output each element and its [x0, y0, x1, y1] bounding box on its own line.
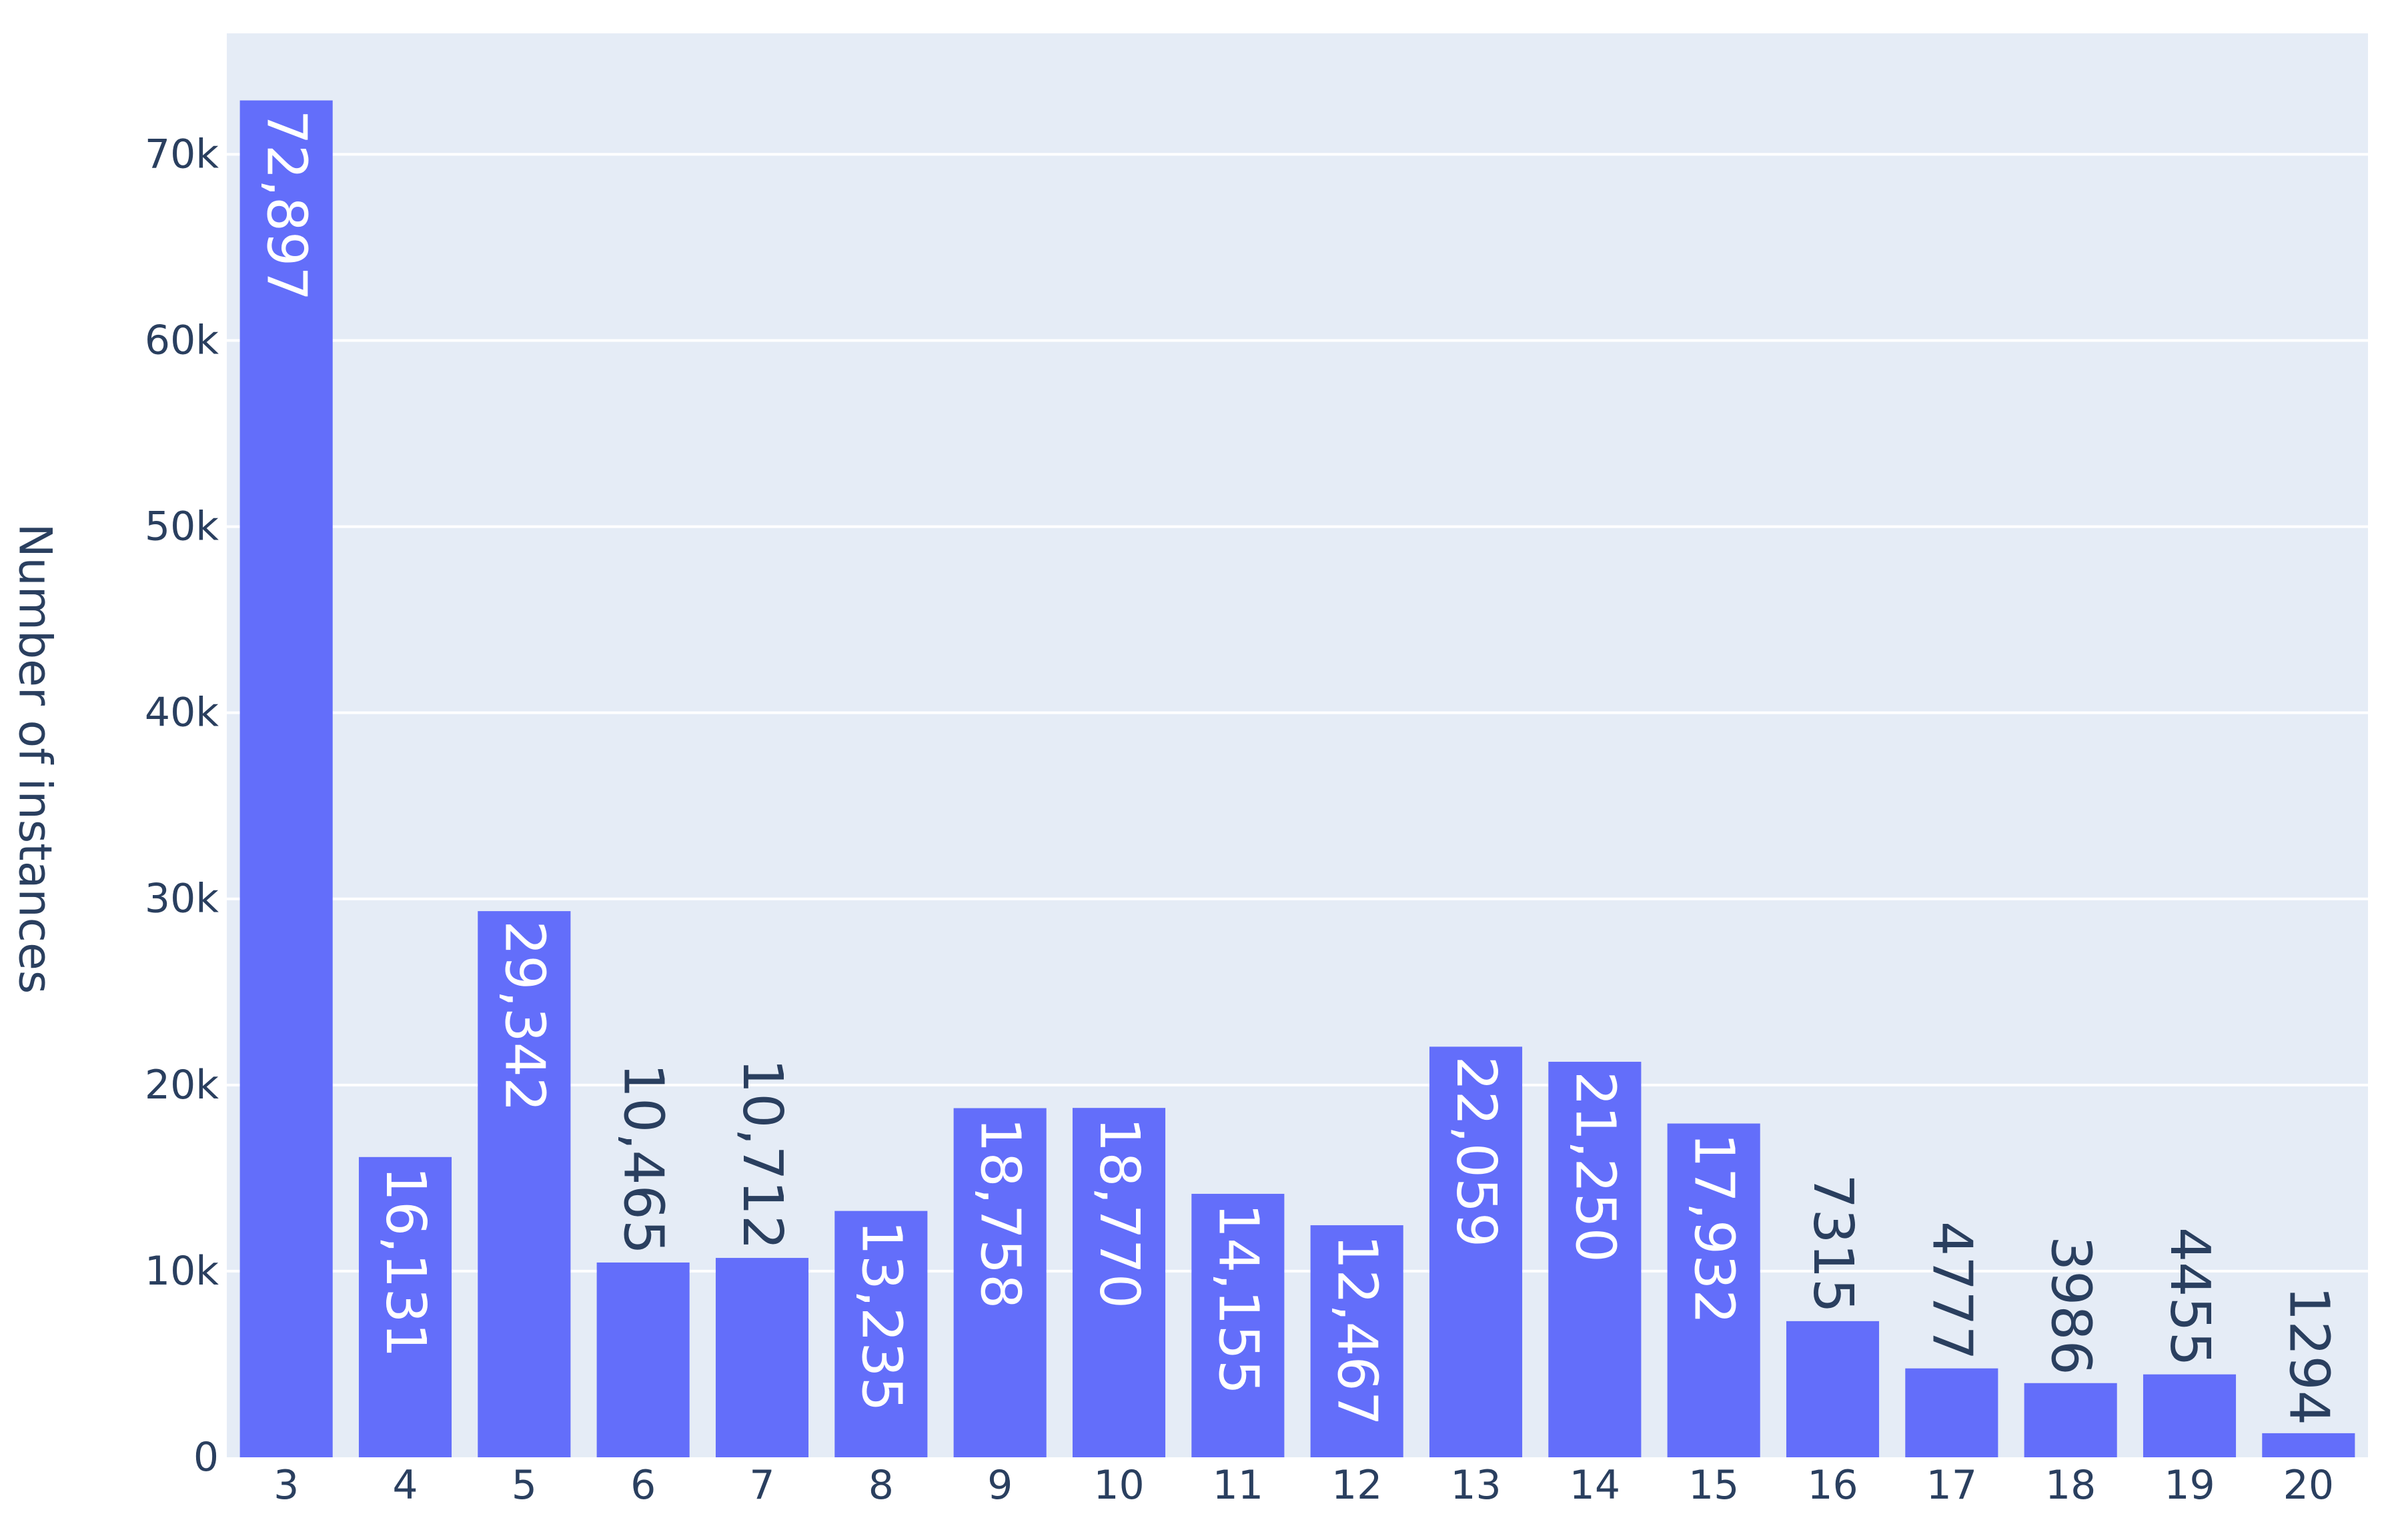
bar: [478, 911, 571, 1457]
bar-value-label: 16,131: [374, 1167, 437, 1358]
bar-value-label: 10,712: [730, 1058, 794, 1250]
y-tick-label: 10k: [145, 1248, 219, 1295]
bars: [239, 100, 2355, 1457]
bar: [1905, 1368, 1998, 1457]
x-tick-label: 16: [1807, 1462, 1858, 1509]
grid-lines: [227, 153, 2368, 1273]
y-tick-label: 60k: [145, 317, 219, 363]
bar-value-label: 14,155: [1206, 1203, 1269, 1395]
y-axis-title: Number of instances: [9, 524, 61, 994]
bar-value-label: 12,467: [1325, 1235, 1389, 1426]
y-axis-ticks: 0 10k 20k 30k 40k 50k 60k 70k: [145, 131, 219, 1481]
bar-value-labels: 72,897 16,131 29,342 10,465 10,712 13,235 18,7…: [255, 110, 2341, 1426]
bar-value-label: 4777: [1920, 1221, 1983, 1361]
bar-value-label: 7315: [1801, 1174, 1864, 1313]
y-tick-label: 30k: [145, 876, 219, 922]
bar-value-label: 13,235: [849, 1221, 913, 1412]
bar-value-label: 4455: [2158, 1227, 2221, 1367]
y-tick-label: 70k: [145, 131, 219, 177]
x-tick-label: 17: [1926, 1462, 1977, 1509]
x-tick-label: 8: [868, 1462, 894, 1509]
x-tick-label: 15: [1688, 1462, 1739, 1509]
x-tick-label: 10: [1093, 1462, 1144, 1509]
bar: [596, 1262, 690, 1457]
bar: [715, 1258, 809, 1457]
plot-area: [227, 33, 2368, 1457]
bar: [1429, 1046, 1523, 1457]
bar: [239, 100, 333, 1457]
bar: [1191, 1193, 1285, 1457]
x-tick-label: 18: [2045, 1462, 2096, 1509]
x-tick-label: 14: [1570, 1462, 1620, 1509]
x-tick-label: 11: [1213, 1462, 1263, 1509]
bar: [1072, 1108, 1166, 1457]
bar-value-label: 17,932: [1682, 1133, 1746, 1325]
x-tick-label: 13: [1450, 1462, 1501, 1509]
bar: [1310, 1225, 1403, 1457]
x-tick-label: 19: [2164, 1462, 2215, 1509]
bar: [358, 1157, 452, 1457]
bar-value-label: 10,465: [612, 1063, 675, 1255]
y-tick-label: 20k: [145, 1062, 219, 1108]
bar: [2024, 1383, 2117, 1457]
bar: [2262, 1433, 2355, 1457]
bar-value-label: 29,342: [492, 920, 556, 1112]
x-tick-label: 6: [630, 1462, 656, 1509]
bar-value-label: 3986: [2039, 1236, 2103, 1375]
y-tick-label: 50k: [145, 504, 219, 550]
bar: [1786, 1321, 1880, 1457]
bar-value-label: 21,250: [1563, 1071, 1626, 1263]
x-tick-label: 9: [987, 1462, 1013, 1509]
x-tick-label: 12: [1331, 1462, 1382, 1509]
bar-value-label: 22,059: [1444, 1056, 1508, 1247]
bar: [1548, 1061, 1642, 1457]
bar-value-label: 1294: [2277, 1286, 2340, 1425]
bar: [953, 1108, 1047, 1457]
x-tick-label: 3: [273, 1462, 299, 1509]
bar: [834, 1211, 928, 1457]
x-tick-label: 4: [392, 1462, 418, 1509]
bar-value-label: 18,770: [1087, 1117, 1151, 1309]
y-tick-label: 40k: [145, 690, 219, 736]
bar-value-label: 18,758: [969, 1117, 1032, 1309]
x-tick-label: 5: [512, 1462, 537, 1509]
bar: [2143, 1374, 2237, 1457]
bar: [1667, 1123, 1760, 1457]
bar-value-label: 72,897: [255, 110, 318, 301]
x-axis-ticks: 3 4 5 6 7 8 9 10 11 12 13 14 15 16 17 18 19 20: [273, 1462, 2334, 1509]
x-tick-label: 7: [749, 1462, 774, 1509]
x-tick-label: 20: [2283, 1462, 2334, 1509]
y-tick-label: 0: [193, 1434, 219, 1481]
